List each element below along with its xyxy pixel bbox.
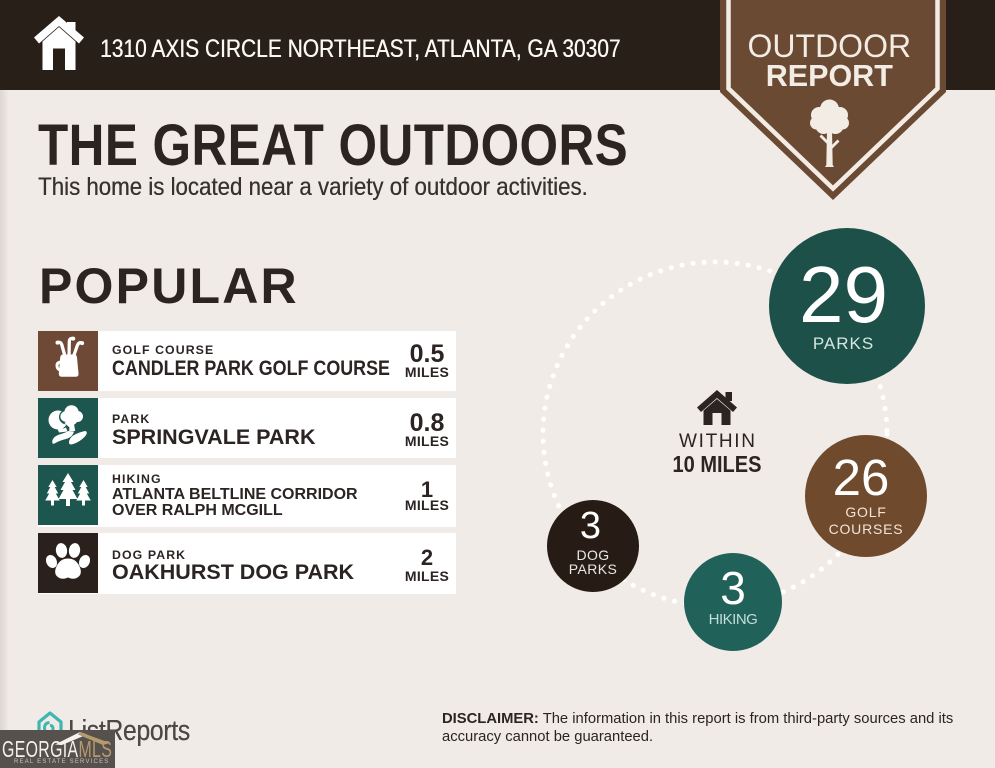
svg-text:OUTDOOR: OUTDOOR <box>748 28 912 64</box>
svg-text:REPORT: REPORT <box>766 59 893 93</box>
